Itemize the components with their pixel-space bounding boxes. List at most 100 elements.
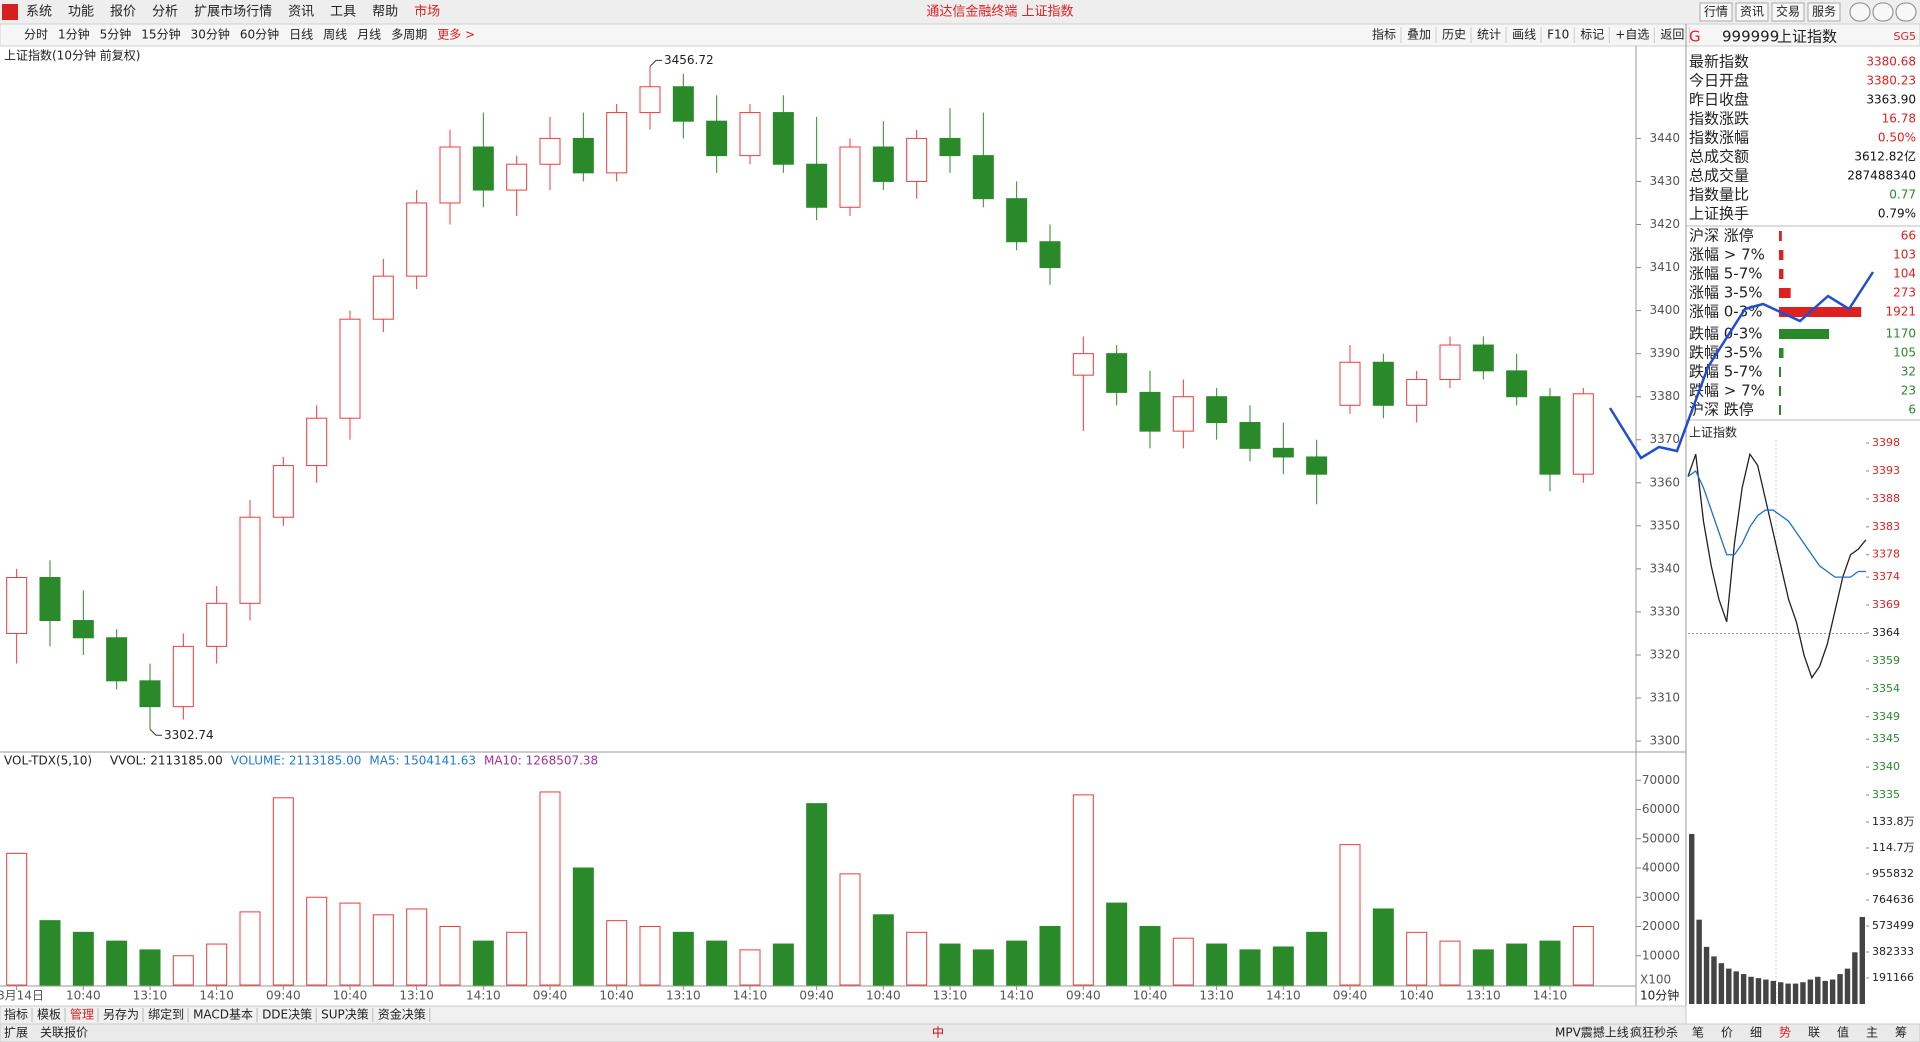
- quote-mark: G: [1689, 28, 1701, 46]
- x-tick-label: 09:40: [533, 989, 568, 1003]
- menu-item[interactable]: 系统: [26, 5, 52, 20]
- menu-item[interactable]: 市场: [414, 4, 440, 20]
- tab[interactable]: SUP决策: [321, 1008, 369, 1022]
- period-button[interactable]: 更多 >: [437, 28, 475, 42]
- menu-item[interactable]: 工具: [330, 5, 356, 20]
- volume-bar: [639, 926, 661, 986]
- mini-vol-tick-label: 955832: [1872, 867, 1914, 880]
- low-marker: [149, 728, 162, 736]
- period-button[interactable]: 多周期: [391, 28, 427, 42]
- period-button[interactable]: 5分钟: [100, 27, 132, 42]
- mini-volume-bar: [1726, 968, 1732, 1004]
- breadth-bar: [1779, 307, 1862, 317]
- period-button[interactable]: 分时: [24, 28, 48, 42]
- y-tick-label: 3420: [1649, 217, 1680, 231]
- candle-body: [472, 146, 494, 191]
- tab[interactable]: 指标: [4, 1007, 28, 1022]
- tool-button[interactable]: 标记: [1580, 28, 1604, 42]
- tool-button[interactable]: +自选: [1615, 28, 1649, 42]
- period-button[interactable]: 日线: [289, 28, 313, 42]
- tool-button[interactable]: 统计: [1477, 28, 1501, 42]
- menu-item[interactable]: 功能: [68, 5, 94, 20]
- panel-tab[interactable]: 价: [1721, 1026, 1733, 1040]
- volume-bar: [606, 920, 628, 986]
- period-button[interactable]: 月线: [357, 28, 381, 42]
- window-control[interactable]: [1872, 2, 1894, 22]
- candle-body: [506, 163, 528, 191]
- y-tick-label: 3370: [1649, 432, 1680, 446]
- candle-body: [1306, 456, 1328, 475]
- tab[interactable]: 资金决策: [378, 1007, 426, 1022]
- candle-body: [672, 86, 694, 122]
- menu-item[interactable]: 报价: [110, 5, 136, 20]
- volume-bar: [1372, 908, 1394, 986]
- menu-item[interactable]: 资讯: [288, 5, 314, 20]
- period-button[interactable]: 15分钟: [141, 27, 180, 42]
- quote-value: 16.78: [1882, 112, 1916, 126]
- quote-label: 指数涨幅: [1689, 129, 1749, 147]
- period-button[interactable]: 周线: [323, 28, 347, 42]
- mini-tick-label: 3335: [1872, 788, 1900, 801]
- x-tick-label: 10:40: [599, 989, 634, 1003]
- menu-button-label[interactable]: 行情: [1704, 5, 1728, 19]
- mini-tick-label: 3393: [1872, 464, 1900, 477]
- panel-tab[interactable]: 笔: [1692, 1025, 1704, 1040]
- mini-tick-label: 3345: [1872, 732, 1900, 745]
- tab[interactable]: 模板: [37, 1008, 61, 1022]
- status-tab[interactable]: 扩展: [4, 1026, 28, 1040]
- menu-button[interactable]: [1699, 2, 1733, 22]
- volume-bar: [1206, 943, 1228, 986]
- x-tick-label: 10:40: [1399, 989, 1434, 1003]
- breadth-value: 105: [1893, 346, 1916, 360]
- menu-item[interactable]: 分析: [152, 5, 178, 20]
- status-tab[interactable]: 关联报价: [40, 1025, 88, 1040]
- quote-name: 上证指数: [1777, 28, 1837, 46]
- panel-tab[interactable]: 势: [1779, 1026, 1791, 1040]
- candle-body: [172, 645, 194, 708]
- tool-button[interactable]: 叠加: [1407, 28, 1431, 42]
- period-button[interactable]: 1分钟: [58, 27, 90, 42]
- mini-volume-bar: [1852, 952, 1858, 1004]
- tool-button[interactable]: 返回: [1660, 28, 1684, 42]
- menu-button-label[interactable]: 交易: [1776, 4, 1800, 19]
- tab[interactable]: 绑定到: [148, 1007, 184, 1022]
- y-tick-label: 50000: [1642, 831, 1680, 845]
- volume-bar: [906, 931, 928, 986]
- breadth-bar: [1779, 367, 1781, 377]
- tool-button[interactable]: 画线: [1512, 28, 1536, 42]
- window-control[interactable]: [1895, 2, 1917, 22]
- menu-item[interactable]: 帮助: [372, 5, 398, 20]
- panel-tab[interactable]: 细: [1750, 1026, 1762, 1040]
- tool-button[interactable]: 历史: [1442, 28, 1466, 42]
- menu-item[interactable]: 扩展市场行情: [194, 4, 272, 20]
- mini-vol-tick-label: 573499: [1872, 919, 1914, 932]
- menu-button[interactable]: [1807, 2, 1841, 22]
- panel-tab[interactable]: 值: [1837, 1025, 1849, 1040]
- breadth-bar: [1779, 329, 1830, 339]
- panel-tab[interactable]: 筹: [1895, 1026, 1907, 1040]
- promo[interactable]: 疯狂秒杀: [1630, 1025, 1678, 1040]
- tab[interactable]: 另存为: [103, 1008, 139, 1022]
- volume-bar: [672, 931, 694, 986]
- candle-body: [872, 146, 894, 182]
- panel-tab[interactable]: 主: [1866, 1026, 1878, 1040]
- menu-button[interactable]: [1735, 2, 1769, 22]
- menu-button-label[interactable]: 服务: [1812, 4, 1836, 19]
- candle-body: [939, 137, 961, 157]
- period-button[interactable]: 60分钟: [240, 27, 279, 42]
- tab[interactable]: 管理: [70, 1007, 94, 1022]
- tab[interactable]: DDE决策: [262, 1008, 312, 1022]
- promo[interactable]: MPV震撼上线: [1555, 1026, 1629, 1040]
- period-button[interactable]: 30分钟: [191, 27, 230, 42]
- volume-bar: [306, 896, 328, 986]
- status-center[interactable]: 中: [932, 1025, 944, 1040]
- panel-tab[interactable]: 联: [1808, 1026, 1820, 1040]
- candle-body: [906, 137, 928, 182]
- menu-button[interactable]: [1771, 2, 1805, 22]
- tool-button[interactable]: F10: [1547, 28, 1569, 42]
- menu-button-label[interactable]: 资讯: [1740, 5, 1764, 19]
- window-control[interactable]: [1849, 2, 1871, 22]
- tool-button[interactable]: 指标: [1372, 27, 1396, 42]
- tab[interactable]: MACD基本: [193, 1008, 253, 1022]
